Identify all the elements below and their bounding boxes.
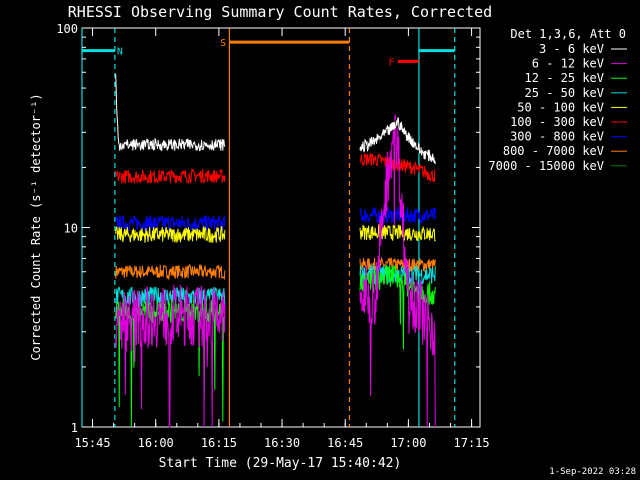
series-line-4-1 — [359, 224, 436, 242]
x-tick-label-0: 15:45 — [74, 436, 110, 450]
legend-label-6: 300 - 800 keV — [510, 130, 604, 144]
legend-header: Det 1,3,6, Att 0 — [510, 27, 626, 41]
legend-label-7: 800 - 7000 keV — [503, 144, 604, 158]
legend-label-4: 50 - 100 keV — [517, 100, 604, 114]
series-line-5-1 — [359, 152, 436, 183]
interval-label-2: F — [389, 57, 395, 68]
x-tick-label-5: 17:00 — [390, 436, 426, 450]
series-line-0-overlay-0 — [115, 73, 226, 152]
interval-label-1: S — [220, 38, 226, 49]
chart-title: RHESSI Observing Summary Count Rates, Co… — [68, 3, 492, 21]
y-tick-label-0: 1 — [71, 421, 78, 435]
series-line-6-1 — [359, 205, 436, 224]
series-line-7-0 — [115, 263, 226, 281]
series-line-0-overlay-1 — [359, 117, 436, 165]
series-line-4-0 — [115, 225, 226, 243]
series-layer — [115, 72, 436, 428]
legend-label-8: 7000 - 15000 keV — [488, 159, 604, 173]
series-line-2-0 — [115, 299, 226, 428]
x-tick-label-2: 16:15 — [201, 436, 237, 450]
legend-label-1: 6 - 12 keV — [532, 57, 604, 71]
series-line-1-1 — [359, 114, 436, 428]
series-line-5-0 — [115, 167, 226, 185]
legend-label-2: 12 - 25 keV — [525, 71, 604, 85]
series-line-1-0 — [115, 284, 226, 428]
x-tick-label-4: 16:45 — [327, 436, 363, 450]
x-tick-label-3: 16:30 — [264, 436, 300, 450]
legend-label-0: 3 - 6 keV — [539, 42, 604, 56]
interval-label-0: N — [117, 47, 123, 58]
series-line-7-1 — [359, 256, 436, 273]
series-line-3-1 — [359, 264, 436, 286]
attenuator-markers — [81, 28, 456, 427]
axes: 15:45 16:00 16:15 16:30 16:45 17:00 17:15 1 10 10… — [56, 22, 489, 450]
orbit-intervals: N S F — [82, 38, 455, 68]
legend-label-3: 25 - 50 keV — [525, 86, 604, 100]
y-tick-label-2: 100 — [56, 22, 78, 36]
series-line-0-0 — [115, 72, 226, 152]
x-tick-label-6: 17:15 — [454, 436, 490, 450]
legend-label-5: 100 - 300 keV — [510, 115, 604, 129]
x-tick-label-1: 16:00 — [138, 436, 174, 450]
y-tick-label-1: 10 — [64, 222, 78, 236]
series-line-3-0 — [115, 286, 226, 307]
y-axis-label: Corrected Count Rate (s⁻¹ detector⁻¹) — [29, 93, 43, 360]
footer-timestamp: 1-Sep-2022 03:28 — [549, 467, 636, 477]
x-axis-label: Start Time (29-May-17 15:40:42) — [159, 456, 402, 471]
